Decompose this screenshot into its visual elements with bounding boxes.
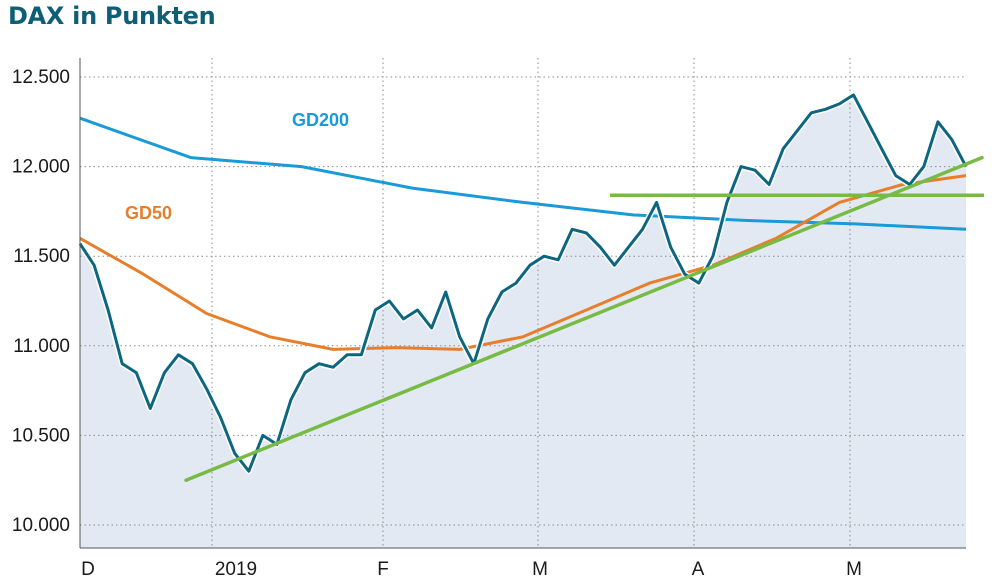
y-tick-label: 12.500 bbox=[12, 67, 70, 88]
gd50-label: GD50 bbox=[125, 203, 172, 223]
y-tick-label: 11.500 bbox=[13, 246, 70, 267]
dax-line bbox=[78, 93, 968, 473]
x-tick-label: D bbox=[81, 559, 95, 580]
trendline bbox=[184, 155, 984, 482]
dax-area bbox=[80, 94, 966, 549]
x-tick-label: 2019 bbox=[215, 559, 257, 580]
x-tick-label: M bbox=[532, 559, 548, 580]
x-tick-label: M bbox=[846, 559, 862, 580]
chart-title: DAX in Punkten bbox=[8, 2, 216, 30]
x-tick-label: F bbox=[377, 559, 389, 580]
gd200-label: GD200 bbox=[292, 110, 349, 130]
y-tick-label: 11.000 bbox=[13, 336, 70, 357]
y-tick-label: 10.500 bbox=[12, 425, 70, 446]
y-tick-label: 10.000 bbox=[12, 515, 70, 536]
gd50-line bbox=[79, 174, 967, 351]
x-tick-label: A bbox=[692, 559, 705, 580]
y-tick-label: 12.000 bbox=[12, 157, 70, 178]
